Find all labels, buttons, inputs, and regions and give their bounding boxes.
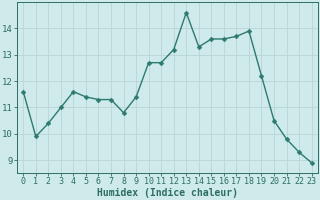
X-axis label: Humidex (Indice chaleur): Humidex (Indice chaleur) — [97, 188, 238, 198]
